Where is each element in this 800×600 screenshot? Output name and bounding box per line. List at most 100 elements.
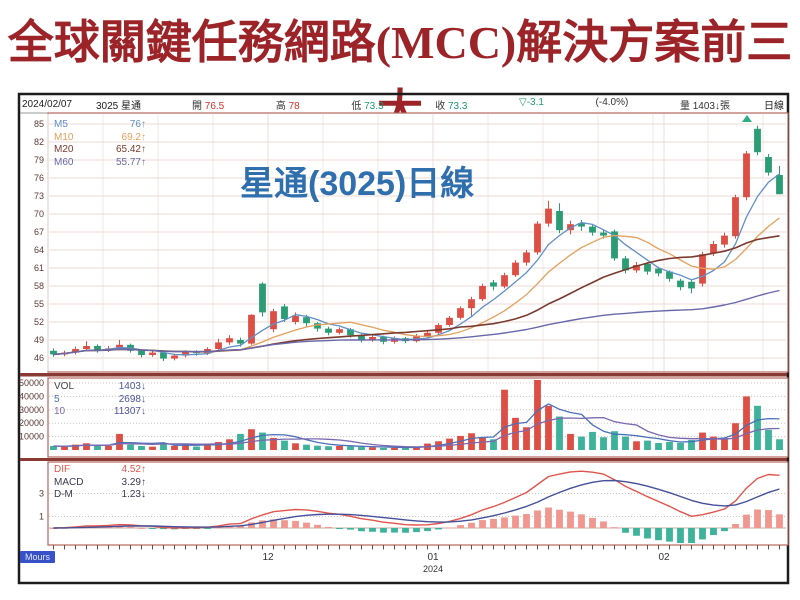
macd-histogram-bar xyxy=(523,514,530,528)
y-tick-label: 61 xyxy=(34,263,44,273)
stock-code-name: 3025 星通 xyxy=(96,101,142,112)
volume-bar xyxy=(512,417,519,450)
volume-bar xyxy=(754,405,761,450)
candle-body xyxy=(534,223,541,253)
candle-body xyxy=(754,128,761,153)
macd-histogram-bar xyxy=(743,514,750,528)
volume-bar xyxy=(325,446,332,450)
y-tick-label: 52 xyxy=(34,317,44,327)
volume-bar xyxy=(644,440,651,450)
y-tick-label: 58 xyxy=(34,281,44,291)
candle-body xyxy=(347,329,354,336)
macd-histogram-bar xyxy=(281,520,288,528)
macd-histogram-bar xyxy=(611,527,618,529)
volume-bar xyxy=(633,441,640,450)
ma-legend-item: M60 55.77↑ xyxy=(54,156,146,168)
volume-bar xyxy=(259,432,266,450)
candle-body xyxy=(248,314,255,344)
candle-body xyxy=(446,317,453,325)
macd-histogram-bar xyxy=(237,525,244,528)
candle-body xyxy=(523,252,530,263)
volume-bar xyxy=(721,437,728,450)
macd-histogram-bar xyxy=(644,528,651,539)
x-axis-label: 01 xyxy=(427,552,439,563)
volume-bar xyxy=(391,447,398,450)
candle-body xyxy=(303,317,310,324)
y-tick-label: 76 xyxy=(34,173,44,183)
candle-body xyxy=(259,283,266,313)
candle-body xyxy=(369,337,376,340)
candle-body xyxy=(512,262,519,276)
info-field: 開 76.5 xyxy=(192,101,225,112)
macd-histogram-bar xyxy=(622,528,629,533)
period-label[interactable]: 日線 xyxy=(764,101,784,112)
volume-tick-label: 40000 xyxy=(19,391,44,401)
volume-bar xyxy=(589,431,596,450)
macd-histogram-bar xyxy=(380,528,387,533)
candle-body xyxy=(622,258,629,271)
bottom-left-badge[interactable]: Mours xyxy=(20,551,56,563)
macd-histogram-bar xyxy=(127,526,134,528)
candle-body xyxy=(479,286,486,300)
macd-histogram-bar xyxy=(732,524,739,528)
info-field: (-4.0%) xyxy=(595,97,629,108)
candle-body xyxy=(138,350,145,355)
y-tick-label: 64 xyxy=(34,245,44,255)
candle-body xyxy=(292,316,299,322)
macd-histogram-bar xyxy=(446,527,453,529)
macd-histogram-bar xyxy=(391,528,398,533)
volume-legend-item: 10 11307↓ xyxy=(54,406,146,417)
candle-body xyxy=(94,346,101,351)
macd-histogram-bar xyxy=(292,520,299,528)
info-date: 2024/02/07 xyxy=(22,99,73,110)
macd-histogram-bar xyxy=(314,524,321,528)
volume-bar xyxy=(578,436,585,450)
volume-bar xyxy=(171,445,178,450)
volume-bar xyxy=(105,445,112,450)
y-tick-label: 46 xyxy=(34,353,44,363)
macd-tick-label: 3 xyxy=(39,489,44,499)
macd-histogram-bar xyxy=(457,525,464,528)
volume-tick-label: 30000 xyxy=(19,405,44,415)
stock-watermark: 星通(3025)日線 xyxy=(240,165,475,203)
separator-volume-macd xyxy=(20,458,787,461)
candle-body xyxy=(644,263,651,272)
volume-bar xyxy=(446,438,453,450)
macd-histogram-bar xyxy=(556,509,563,528)
macd-histogram-bar xyxy=(666,528,673,542)
volume-bar xyxy=(303,444,310,450)
macd-histogram-bar xyxy=(325,526,332,528)
y-tick-label: 85 xyxy=(34,119,44,129)
volume-bar xyxy=(523,427,530,450)
macd-histogram-bar xyxy=(490,518,497,528)
volume-bar xyxy=(380,447,387,450)
volume-tick-label: 50000 xyxy=(19,378,44,388)
volume-bar xyxy=(655,443,662,450)
volume-bar xyxy=(479,437,486,450)
candle-body xyxy=(501,275,508,287)
macd-histogram-bar xyxy=(435,528,442,530)
macd-histogram-bar xyxy=(259,520,266,528)
candle-body xyxy=(171,355,178,359)
macd-histogram-bar xyxy=(589,517,596,528)
info-field: 高 78 xyxy=(275,101,300,112)
separator-main-volume xyxy=(20,373,787,377)
candle-body xyxy=(270,311,277,330)
candle-body xyxy=(72,349,79,353)
candle-body xyxy=(325,328,332,333)
volume-bar xyxy=(248,429,255,450)
macd-histogram-bar xyxy=(270,519,277,528)
volume-tick-label: 20000 xyxy=(19,418,44,428)
macd-histogram-bar xyxy=(765,510,772,528)
macd-histogram-bar xyxy=(424,528,431,532)
macd-panel xyxy=(47,461,789,546)
macd-histogram-bar xyxy=(534,510,541,528)
volume-bar xyxy=(204,445,211,450)
volume-bar xyxy=(72,444,79,450)
volume-legend: VOL 1403↓ 5 2698↓ 10 11307↓ xyxy=(54,381,146,419)
macd-legend-item: D-M 1.23↓ xyxy=(54,489,146,500)
macd-histogram-bar xyxy=(710,528,717,536)
volume-bar xyxy=(50,445,57,450)
